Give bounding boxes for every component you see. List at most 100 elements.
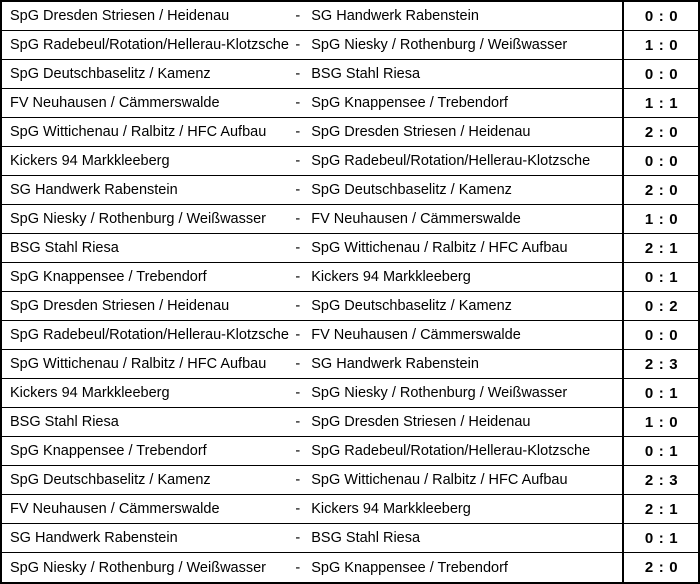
score-cell: 1:1 [622,89,698,117]
team-separator: - [295,472,309,488]
home-score: 1 [635,414,653,431]
score-colon: : [653,8,669,25]
team-separator: - [295,182,309,198]
away-team: SpG Deutschbaselitz / Kamenz [309,182,622,198]
away-score: 0 [669,37,687,54]
team-separator: - [295,153,309,169]
home-team: Kickers 94 Markkleeberg [2,385,295,401]
match-row: BSG Stahl Riesa-SpG Wittichenau / Ralbit… [2,234,698,263]
score-cell: 0:1 [622,379,698,407]
score-colon: : [653,356,669,373]
home-score: 2 [635,182,653,199]
match-row: SpG Wittichenau / Ralbitz / HFC Aufbau-S… [2,118,698,147]
home-score: 0 [635,443,653,460]
score-cell: 1:0 [622,408,698,436]
home-team: SpG Dresden Striesen / Heidenau [2,298,295,314]
home-team: SpG Radebeul/Rotation/Hellerau-Klotzsche [2,327,295,343]
home-score: 0 [635,8,653,25]
team-separator: - [295,443,309,459]
home-score: 2 [635,472,653,489]
home-team: SpG Deutschbaselitz / Kamenz [2,66,295,82]
match-row: BSG Stahl Riesa-SpG Dresden Striesen / H… [2,408,698,437]
home-score: 0 [635,269,653,286]
match-row: FV Neuhausen / Cämmerswalde-Kickers 94 M… [2,495,698,524]
match-row: SG Handwerk Rabenstein-BSG Stahl Riesa0:… [2,524,698,553]
away-score: 0 [669,211,687,228]
score-colon: : [653,37,669,54]
team-separator: - [295,414,309,430]
score-cell: 0:2 [622,292,698,320]
score-cell: 2:0 [622,118,698,146]
score-colon: : [653,472,669,489]
match-row: FV Neuhausen / Cämmerswalde-SpG Knappens… [2,89,698,118]
home-team: BSG Stahl Riesa [2,414,295,430]
away-score: 0 [669,153,687,170]
home-team: SpG Knappensee / Trebendorf [2,443,295,459]
home-score: 2 [635,501,653,518]
home-team: BSG Stahl Riesa [2,240,295,256]
away-score: 3 [669,356,687,373]
score-colon: : [653,182,669,199]
away-score: 1 [669,530,687,547]
match-row: Kickers 94 Markkleeberg-SpG Radebeul/Rot… [2,147,698,176]
team-separator: - [295,124,309,140]
match-row: SpG Niesky / Rothenburg / Weißwasser-SpG… [2,553,698,582]
team-separator: - [295,327,309,343]
score-cell: 2:1 [622,495,698,523]
team-separator: - [295,37,309,53]
match-row: SpG Deutschbaselitz / Kamenz-BSG Stahl R… [2,60,698,89]
score-cell: 0:1 [622,437,698,465]
away-team: SpG Wittichenau / Ralbitz / HFC Aufbau [309,240,622,256]
away-team: SpG Niesky / Rothenburg / Weißwasser [309,385,622,401]
away-team: SpG Radebeul/Rotation/Hellerau-Klotzsche [309,153,622,169]
team-separator: - [295,356,309,372]
home-score: 1 [635,95,653,112]
home-score: 0 [635,298,653,315]
away-team: FV Neuhausen / Cämmerswalde [309,327,622,343]
score-colon: : [653,269,669,286]
away-score: 1 [669,269,687,286]
home-score: 1 [635,211,653,228]
score-colon: : [653,298,669,315]
score-cell: 0:0 [622,321,698,349]
home-team: SG Handwerk Rabenstein [2,530,295,546]
away-score: 1 [669,240,687,257]
home-score: 0 [635,66,653,83]
home-team: SpG Niesky / Rothenburg / Weißwasser [2,560,295,576]
score-cell: 2:1 [622,234,698,262]
home-team: SpG Wittichenau / Ralbitz / HFC Aufbau [2,124,295,140]
away-score: 1 [669,501,687,518]
home-score: 0 [635,327,653,344]
home-team: SG Handwerk Rabenstein [2,182,295,198]
home-team: Kickers 94 Markkleeberg [2,153,295,169]
away-team: SpG Radebeul/Rotation/Hellerau-Klotzsche [309,443,622,459]
away-score: 0 [669,8,687,25]
away-score: 0 [669,414,687,431]
home-score: 2 [635,124,653,141]
away-team: SpG Knappensee / Trebendorf [309,95,622,111]
home-score: 0 [635,385,653,402]
home-team: SpG Knappensee / Trebendorf [2,269,295,285]
score-cell: 0:1 [622,524,698,552]
away-team: Kickers 94 Markkleeberg [309,501,622,517]
away-team: SpG Dresden Striesen / Heidenau [309,414,622,430]
away-team: FV Neuhausen / Cämmerswalde [309,211,622,227]
score-colon: : [653,153,669,170]
home-team: SpG Deutschbaselitz / Kamenz [2,472,295,488]
score-cell: 2:0 [622,176,698,204]
score-cell: 2:3 [622,466,698,494]
team-separator: - [295,530,309,546]
away-score: 3 [669,472,687,489]
team-separator: - [295,385,309,401]
team-separator: - [295,501,309,517]
score-colon: : [653,95,669,112]
team-separator: - [295,95,309,111]
away-team: SG Handwerk Rabenstein [309,356,622,372]
team-separator: - [295,269,309,285]
away-team: SpG Wittichenau / Ralbitz / HFC Aufbau [309,472,622,488]
match-row: Kickers 94 Markkleeberg-SpG Niesky / Rot… [2,379,698,408]
match-row: SpG Radebeul/Rotation/Hellerau-Klotzsche… [2,31,698,60]
score-cell: 0:0 [622,2,698,30]
away-team: SG Handwerk Rabenstein [309,8,622,24]
match-row: SpG Niesky / Rothenburg / Weißwasser-FV … [2,205,698,234]
